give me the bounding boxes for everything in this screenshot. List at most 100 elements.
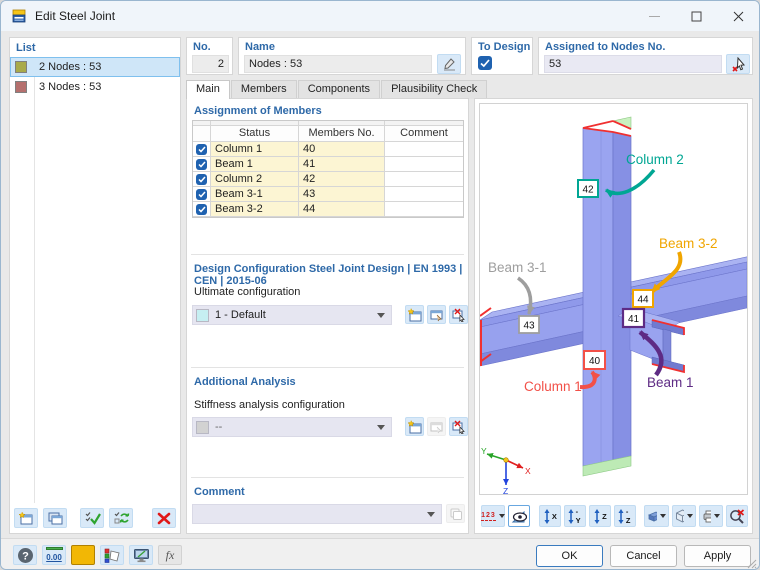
member-checkbox[interactable] bbox=[196, 188, 207, 200]
members-no-cell[interactable]: 43 bbox=[299, 187, 385, 202]
tab-members[interactable]: Members bbox=[230, 80, 297, 99]
members-no-cell[interactable]: 41 bbox=[299, 157, 385, 172]
titlebar[interactable]: Edit Steel Joint bbox=[1, 1, 759, 31]
view-in-minus-z-button[interactable]: -Z bbox=[613, 505, 636, 527]
to-design-label: To Design bbox=[478, 41, 531, 53]
view-toolbar: 123 X -Y Z bbox=[481, 504, 749, 528]
new-joint-button[interactable] bbox=[14, 508, 38, 528]
numbering-button[interactable]: 123 bbox=[481, 505, 505, 527]
comment-input[interactable] bbox=[192, 504, 442, 524]
list-item-joint-2[interactable]: 2 Nodes : 53 bbox=[10, 57, 180, 77]
select-all-button[interactable] bbox=[80, 508, 104, 528]
color-scheme-button[interactable] bbox=[71, 545, 95, 565]
help-button[interactable]: ? bbox=[13, 545, 37, 565]
cancel-button[interactable]: Cancel bbox=[610, 545, 677, 567]
joint-3d-viewport[interactable]: 42 44 43 40 41 Co bbox=[479, 103, 759, 496]
member-box-43[interactable]: 43 bbox=[518, 315, 540, 334]
chevron-down-icon bbox=[659, 514, 666, 518]
view-in-x-button[interactable]: X bbox=[538, 505, 561, 527]
tab-components[interactable]: Components bbox=[297, 80, 381, 99]
copy-comment-button[interactable] bbox=[446, 504, 465, 523]
table-row: Column 2 42 bbox=[193, 172, 463, 187]
comment-cell[interactable] bbox=[385, 202, 463, 217]
no-label: No. bbox=[193, 41, 211, 53]
column-2-label: Column 2 bbox=[626, 152, 684, 167]
new-stiffness-config-button[interactable] bbox=[405, 417, 424, 436]
edit-stiffness-config-button[interactable] bbox=[427, 417, 446, 436]
status-cell[interactable]: Column 2 bbox=[211, 172, 299, 187]
member-box-41[interactable]: 41 bbox=[621, 307, 646, 329]
status-cell[interactable]: Beam 3-1 bbox=[211, 187, 299, 202]
chevron-down-icon bbox=[427, 511, 435, 517]
to-design-checkbox[interactable] bbox=[478, 56, 492, 70]
display-properties-button[interactable] bbox=[100, 545, 124, 565]
section-separator bbox=[191, 254, 464, 255]
member-box-42[interactable]: 42 bbox=[577, 179, 599, 198]
edit-config-button[interactable] bbox=[427, 305, 446, 324]
status-cell[interactable]: Beam 3-2 bbox=[211, 202, 299, 217]
stiffness-config-value: -- bbox=[215, 421, 223, 433]
list-header: List bbox=[16, 42, 36, 54]
reset-zoom-button[interactable] bbox=[726, 505, 749, 527]
view-in-z-button[interactable]: Z bbox=[588, 505, 611, 527]
minimize-button[interactable] bbox=[633, 1, 675, 31]
comment-cell[interactable] bbox=[385, 142, 463, 157]
member-box-40[interactable]: 40 bbox=[583, 350, 606, 370]
units-settings-button[interactable]: 0.00 bbox=[42, 545, 66, 565]
tab-main[interactable]: Main bbox=[186, 80, 230, 99]
chevron-down-icon bbox=[498, 514, 505, 518]
invert-selection-button[interactable] bbox=[109, 508, 133, 528]
delete-joint-button[interactable] bbox=[152, 508, 176, 528]
member-checkbox[interactable] bbox=[196, 203, 207, 215]
solid-model-icon bbox=[647, 511, 657, 522]
svg-text:43: 43 bbox=[523, 321, 535, 332]
display-mode-button[interactable] bbox=[643, 505, 669, 527]
list-item-label: 3 Nodes : 53 bbox=[39, 81, 102, 93]
formula-button[interactable]: fx bbox=[158, 545, 182, 565]
table-row: Beam 3-1 43 bbox=[193, 187, 463, 202]
member-checkbox[interactable] bbox=[196, 173, 207, 185]
stiffness-config-select[interactable]: -- bbox=[192, 417, 392, 437]
resize-grip[interactable] bbox=[747, 559, 757, 569]
ultimate-config-select[interactable]: 1 - Default bbox=[192, 305, 392, 325]
members-no-cell[interactable]: 44 bbox=[299, 202, 385, 217]
joint-name-input[interactable]: Nodes : 53 bbox=[244, 55, 432, 73]
color-swatch-icon bbox=[76, 549, 90, 561]
chevron-down-icon bbox=[377, 312, 385, 318]
assigned-nodes-input[interactable]: 53 bbox=[544, 55, 722, 73]
apply-button[interactable]: Apply bbox=[684, 545, 751, 567]
beam-1-label: Beam 1 bbox=[647, 375, 694, 390]
delete-config-button[interactable] bbox=[449, 305, 468, 324]
print-button[interactable] bbox=[698, 505, 724, 527]
section-separator bbox=[191, 477, 464, 478]
member-checkbox[interactable] bbox=[196, 143, 207, 155]
show-view-info-button[interactable] bbox=[507, 505, 530, 527]
comment-cell[interactable] bbox=[385, 157, 463, 172]
delete-stiffness-config-button[interactable] bbox=[449, 417, 468, 436]
axis-triad: Y X Z bbox=[481, 446, 531, 496]
numbering-icon: 123 bbox=[481, 511, 496, 521]
close-button[interactable] bbox=[717, 1, 759, 31]
beam-3-2-label: Beam 3-2 bbox=[659, 236, 718, 251]
ok-button[interactable]: OK bbox=[536, 545, 603, 567]
maximize-button[interactable] bbox=[675, 1, 717, 31]
rendering-button[interactable] bbox=[129, 545, 153, 565]
model-view-button[interactable] bbox=[671, 505, 696, 527]
member-checkbox[interactable] bbox=[196, 158, 207, 170]
column-header-comment: Comment bbox=[385, 126, 463, 142]
rename-button[interactable] bbox=[437, 54, 461, 74]
new-config-button[interactable] bbox=[405, 305, 424, 324]
copy-joint-button[interactable] bbox=[43, 508, 67, 528]
comment-cell[interactable] bbox=[385, 172, 463, 187]
status-cell[interactable]: Column 1 bbox=[211, 142, 299, 157]
status-cell[interactable]: Beam 1 bbox=[211, 157, 299, 172]
view-in-minus-y-button[interactable]: -Y bbox=[563, 505, 586, 527]
comment-cell[interactable] bbox=[385, 187, 463, 202]
members-no-cell[interactable]: 40 bbox=[299, 142, 385, 157]
tab-plausibility-check[interactable]: Plausibility Check bbox=[381, 80, 488, 99]
joint-3d-render: 42 44 43 40 41 Co bbox=[479, 116, 759, 496]
member-box-44[interactable]: 44 bbox=[632, 289, 654, 308]
list-item-joint-3[interactable]: 3 Nodes : 53 bbox=[10, 77, 180, 97]
members-no-cell[interactable]: 42 bbox=[299, 172, 385, 187]
select-nodes-button[interactable] bbox=[726, 54, 750, 74]
